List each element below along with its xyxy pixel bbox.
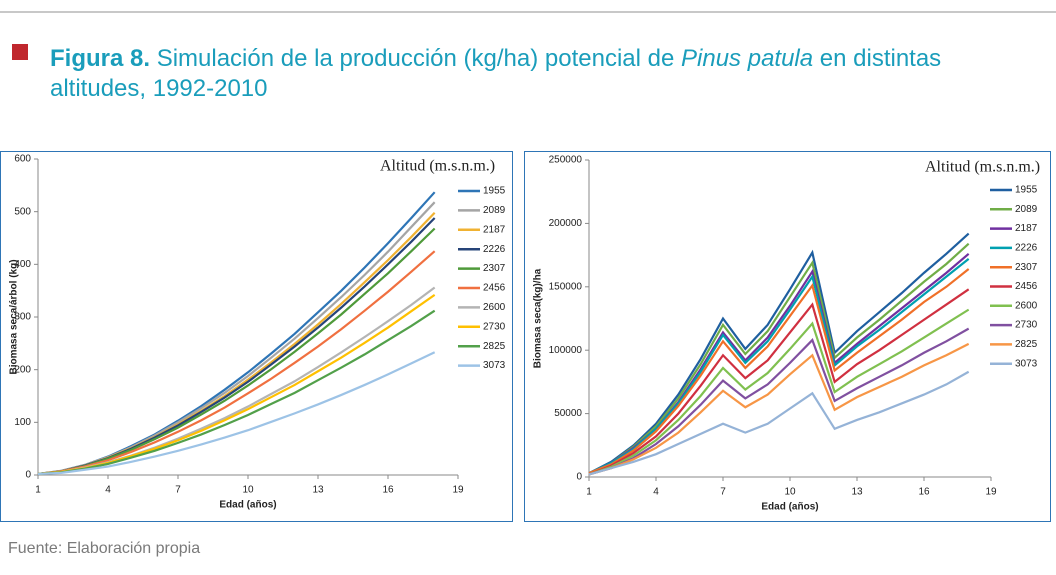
- y-axis-label: Biomasa seca/árbol (kg): [9, 259, 20, 374]
- series-line: [588, 342, 970, 476]
- series-line: [588, 327, 970, 476]
- legend-label: 1955: [483, 186, 506, 197]
- legend-label: 2825: [1015, 339, 1038, 350]
- x-tick-label: 7: [720, 487, 726, 498]
- legend-title: Altitud (m.s.n.m.): [380, 158, 495, 175]
- figure-label: Figura 8.: [50, 45, 151, 72]
- series-line: [588, 268, 970, 475]
- legend-label: 2307: [483, 263, 506, 274]
- x-tick-label: 4: [105, 485, 111, 496]
- legend-label: 1955: [1015, 185, 1038, 196]
- x-tick-label: 16: [918, 487, 930, 498]
- series-line: [37, 227, 436, 476]
- chart: 0 100 200 300 400 500 600 1 4 7 10 13 16 19 Edad (años…: [0, 151, 513, 522]
- x-axis-label: Edad (años): [761, 502, 818, 513]
- y-tick-label: 100000: [549, 345, 583, 356]
- y-tick-label: 0: [576, 472, 582, 483]
- legend-label: 3073: [1015, 358, 1038, 369]
- legend-label: 2600: [1015, 300, 1038, 311]
- title-text: Simulación de la producción (kg/ha) pote…: [150, 45, 682, 72]
- legend-label: 2456: [1015, 281, 1038, 292]
- x-tick-label: 1: [35, 485, 41, 496]
- legend-label: 2730: [1015, 320, 1038, 331]
- y-tick-label: 150000: [549, 281, 583, 292]
- x-tick-label: 13: [851, 487, 863, 498]
- y-tick-label: 0: [25, 470, 31, 481]
- title-species: Pinus patula: [681, 45, 814, 72]
- legend-label: 3073: [483, 360, 506, 371]
- x-tick-label: 10: [242, 485, 254, 496]
- legend-label: 2089: [483, 205, 506, 216]
- legend-label: 2307: [1015, 262, 1038, 273]
- series-line: [588, 308, 970, 476]
- legend-title: Altitud (m.s.n.m.): [925, 159, 1040, 176]
- series-line: [588, 232, 970, 475]
- y-tick-label: 300: [14, 312, 31, 323]
- y-tick-label: 600: [14, 154, 31, 165]
- series-line: [588, 242, 970, 475]
- bullet: [12, 44, 28, 60]
- chart-frame: [524, 151, 1051, 522]
- legend-label: 2600: [483, 302, 506, 313]
- x-tick-label: 4: [653, 487, 659, 498]
- x-tick-label: 7: [175, 485, 181, 496]
- legend-label: 2825: [483, 341, 506, 352]
- y-tick-label: 50000: [554, 408, 582, 419]
- series-line: [37, 250, 436, 476]
- x-tick-label: 19: [985, 487, 997, 498]
- legend-label: 2187: [1015, 223, 1038, 234]
- series-line: [588, 370, 970, 476]
- chart-frame: [0, 151, 513, 522]
- legend-label: 2226: [1015, 243, 1038, 254]
- x-tick-label: 16: [382, 485, 394, 496]
- header-rule: [0, 11, 1056, 13]
- legend-label: 2456: [483, 283, 506, 294]
- figure-title: Figura 8. Simulación de la producción (k…: [50, 44, 980, 104]
- y-tick-label: 200000: [549, 218, 583, 229]
- x-tick-label: 19: [452, 485, 464, 496]
- y-tick-label: 400: [14, 259, 31, 270]
- y-tick-label: 100: [14, 417, 31, 428]
- legend-label: 2226: [483, 244, 506, 255]
- y-axis-label: Biomasa seca(kg)/ha: [533, 268, 544, 368]
- y-tick-label: 500: [14, 206, 31, 217]
- x-tick-label: 1: [586, 487, 592, 498]
- x-tick-label: 13: [312, 485, 324, 496]
- series-line: [588, 258, 970, 475]
- legend-label: 2089: [1015, 204, 1038, 215]
- x-axis-label: Edad (años): [219, 500, 276, 511]
- source-note: Fuente: Elaboración propia: [8, 540, 201, 557]
- y-tick-label: 250000: [549, 155, 583, 166]
- chart: 0 50000 100000 150000 200000 250000 1 4 7 10 13 16 1…: [524, 151, 1051, 522]
- y-tick-label: 200: [14, 364, 31, 375]
- series-line: [37, 351, 436, 476]
- title-text: en distintas altitudes, 1992-2010: [50, 45, 942, 102]
- series-line: [37, 191, 436, 476]
- series-line: [37, 309, 436, 476]
- x-tick-label: 10: [784, 487, 796, 498]
- legend-label: 2187: [483, 224, 506, 235]
- legend-label: 2730: [483, 321, 506, 332]
- series-line: [588, 288, 970, 476]
